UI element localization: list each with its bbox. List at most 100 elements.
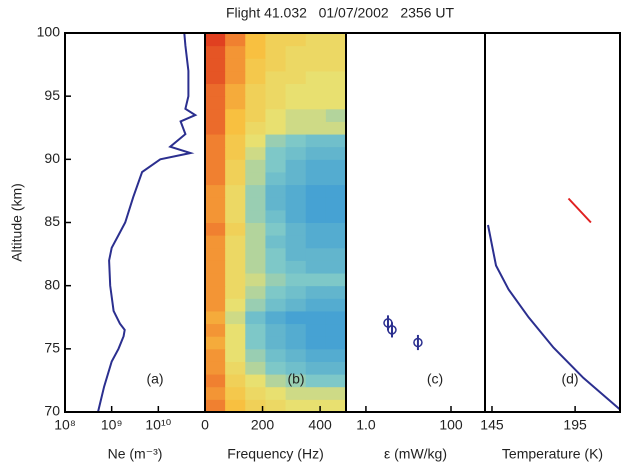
heat-cell	[305, 348, 327, 362]
heat-cell	[245, 222, 266, 236]
heat-cell	[205, 348, 226, 362]
heat-cell	[205, 197, 226, 211]
heat-cell	[325, 247, 347, 261]
heat-cell	[265, 348, 287, 362]
heat-cell	[225, 361, 246, 375]
heat-cell	[225, 45, 246, 59]
heat-cell	[285, 273, 307, 287]
heat-cell	[285, 260, 307, 274]
heat-cell	[225, 348, 246, 362]
heat-cell	[285, 33, 307, 47]
heat-cell	[245, 235, 266, 249]
heat-cell	[245, 285, 266, 299]
heat-cell	[245, 209, 266, 223]
heat-cell	[225, 96, 246, 110]
heat-cell	[285, 235, 307, 249]
heat-cell	[305, 121, 327, 135]
heat-cell	[285, 285, 307, 299]
heat-cell	[325, 323, 347, 337]
x-tick-label: 1.0	[356, 417, 376, 433]
heat-cell	[245, 260, 266, 274]
heat-cell	[265, 298, 287, 312]
heat-cell	[245, 374, 266, 388]
data-line	[487, 224, 621, 411]
heat-cell	[305, 171, 327, 186]
heat-cell	[305, 108, 327, 122]
panel-frame	[345, 32, 486, 413]
heat-cell	[225, 235, 246, 249]
heat-cell	[245, 70, 266, 85]
heat-cell	[205, 323, 226, 337]
heat-cell	[245, 197, 266, 211]
heat-cell	[305, 361, 327, 375]
heat-cell	[285, 146, 307, 160]
heat-cell	[225, 70, 246, 85]
heat-cell	[305, 273, 327, 287]
heat-cell	[305, 285, 327, 299]
heat-cell	[305, 184, 327, 198]
data-line	[97, 32, 198, 413]
heat-cell	[305, 222, 327, 236]
x-tick-label: 10⁸	[54, 417, 76, 433]
heat-cell	[245, 184, 266, 198]
heat-cell	[205, 96, 226, 110]
heat-cell	[205, 260, 226, 274]
heat-cell	[325, 222, 347, 236]
heat-cell	[225, 310, 246, 325]
chart-title: Flight 41.032 01/07/2002 2356 UT	[226, 5, 454, 21]
y-tick-label: 85	[44, 213, 60, 229]
heat-cell	[305, 45, 327, 59]
heat-cell	[305, 209, 327, 223]
heat-cell	[305, 235, 327, 249]
panel-label: (a)	[146, 371, 163, 387]
heat-cell	[205, 209, 226, 223]
heat-cell	[225, 108, 246, 122]
heat-cell	[325, 33, 347, 47]
x-tick-label: 10¹⁰	[145, 417, 171, 433]
heat-cell	[225, 58, 246, 72]
heat-cell	[205, 298, 226, 312]
heat-cell	[265, 146, 287, 160]
heat-cell	[265, 399, 287, 413]
heat-cell	[305, 399, 327, 413]
heat-cell	[325, 184, 347, 198]
heat-cell	[305, 310, 327, 325]
y-tick-label: 75	[44, 340, 60, 356]
heat-cell	[245, 159, 266, 173]
heat-cell	[265, 108, 287, 122]
heat-cell	[325, 310, 347, 325]
heat-cell	[225, 171, 246, 186]
heat-cell	[225, 33, 246, 47]
heat-cell	[245, 310, 266, 325]
heat-cell	[245, 361, 266, 375]
heat-cell	[325, 121, 347, 135]
y-tick-label: 80	[44, 276, 60, 292]
heat-cell	[305, 336, 327, 350]
heat-cell	[265, 222, 287, 236]
heat-cell	[325, 260, 347, 274]
heat-cell	[285, 70, 307, 85]
heat-cell	[305, 386, 327, 400]
heat-cell	[245, 247, 266, 261]
heat-cell	[245, 121, 266, 135]
heat-cell	[225, 285, 246, 299]
heat-cell	[305, 260, 327, 274]
heat-cell	[205, 222, 226, 236]
heat-cell	[285, 386, 307, 400]
heat-cell	[325, 70, 347, 85]
heat-cell	[205, 399, 226, 413]
heat-cell	[285, 108, 307, 122]
heat-cell	[325, 298, 347, 312]
heat-cell	[245, 298, 266, 312]
y-axis-label: Altitude (km)	[9, 183, 25, 262]
heat-cell	[285, 399, 307, 413]
heat-cell	[325, 399, 347, 413]
heat-cell	[285, 209, 307, 223]
x-tick-label: 0	[201, 417, 209, 433]
heat-cell	[305, 197, 327, 211]
y-tick-label: 70	[44, 403, 60, 419]
heat-cell	[325, 159, 347, 173]
heat-cell	[265, 58, 287, 72]
heat-cell	[205, 108, 226, 122]
heat-cell	[265, 247, 287, 261]
